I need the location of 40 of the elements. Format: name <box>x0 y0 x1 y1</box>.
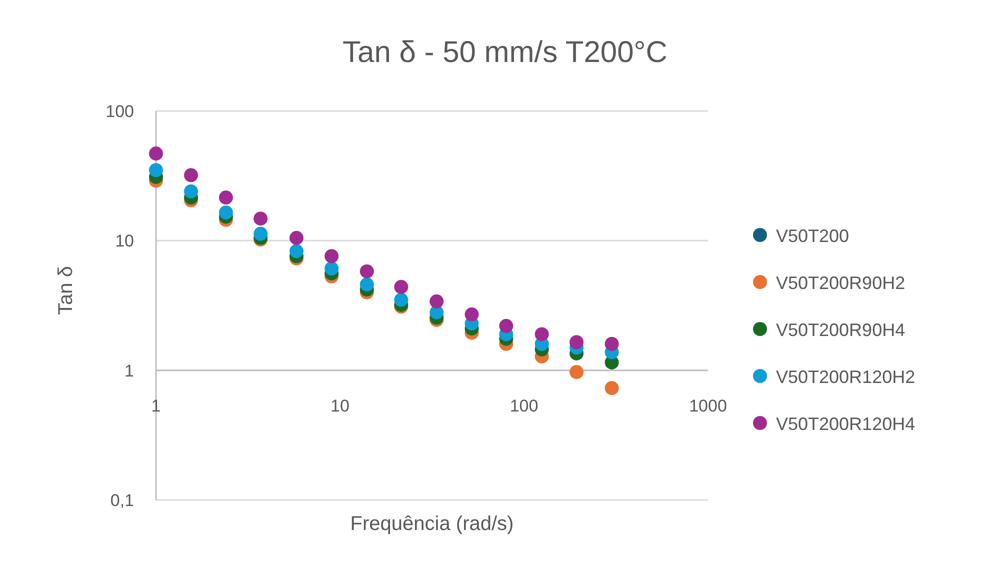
point <box>394 292 408 307</box>
legend-label: V50T200 <box>776 226 850 246</box>
point <box>360 264 374 278</box>
point <box>604 336 619 351</box>
point <box>289 230 304 245</box>
y-axis-title: Tan δ <box>55 266 77 315</box>
point <box>149 163 163 178</box>
point <box>534 327 549 342</box>
point <box>149 146 163 161</box>
point <box>324 249 339 264</box>
point <box>324 262 339 276</box>
y-tick-label: 1 <box>124 361 134 380</box>
point <box>394 280 408 294</box>
point <box>499 318 514 333</box>
point <box>570 365 584 380</box>
point <box>289 244 304 258</box>
point <box>218 190 233 205</box>
x-tick-label: 100 <box>510 396 538 416</box>
point <box>604 381 619 396</box>
point <box>254 226 268 241</box>
point <box>430 294 444 308</box>
point <box>464 307 479 322</box>
legend-label: V50T200R120H4 <box>776 414 916 434</box>
legend-label: V50T200R120H2 <box>776 367 916 387</box>
point <box>254 212 268 226</box>
legend-label: V50T200R90H2 <box>776 273 906 293</box>
x-tick-label: 1000 <box>689 396 727 416</box>
point <box>570 335 584 350</box>
point <box>184 184 198 198</box>
x-tick-label: 10 <box>330 396 350 416</box>
y-tick-label: 10 <box>115 232 134 251</box>
point <box>218 205 233 220</box>
y-tick-label: 100 <box>106 102 134 121</box>
point <box>360 277 374 292</box>
legend-label: V50T200R90H4 <box>776 320 906 340</box>
x-axis-title: Frequência (rad/s) <box>350 513 514 535</box>
chart-title: Tan δ - 50 mm/s T200°C <box>342 36 668 69</box>
x-tick-label: 1 <box>151 396 161 416</box>
y-tick-label: 0,1 <box>110 491 134 510</box>
point <box>184 168 198 182</box>
